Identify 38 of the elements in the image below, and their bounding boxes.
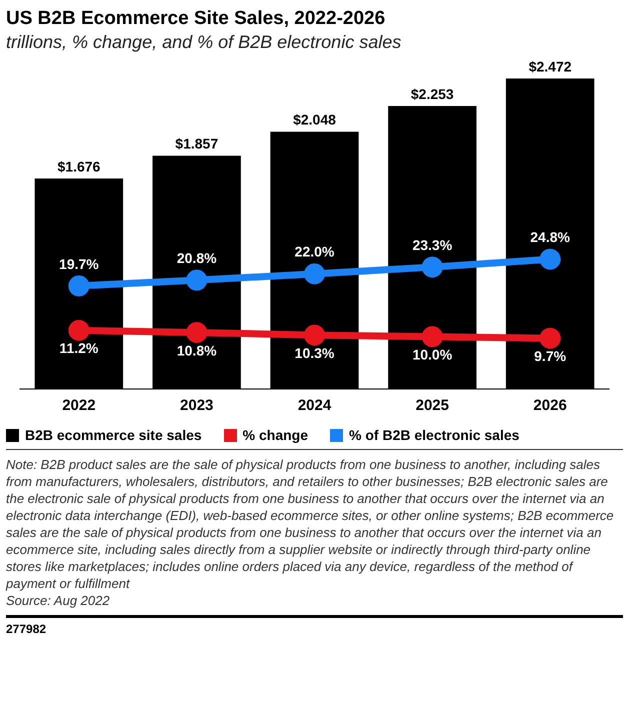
text: 277982 (6, 615, 623, 636)
x-tick-label: 2025 (416, 397, 449, 414)
point (540, 328, 561, 349)
point (422, 256, 443, 278)
data-label: $2.472 (528, 58, 572, 74)
chart-subtitle: trillions, % change, and % of B2B electronic sales (6, 32, 402, 53)
data-label: 23.3% (412, 236, 453, 253)
data-label: 22.0% (294, 244, 335, 260)
data-label: 9.7% (534, 348, 567, 364)
data-label: 24.8% (530, 229, 570, 246)
x-tick-label: 2023 (180, 397, 214, 414)
x-tick-label: 2026 (533, 397, 567, 414)
text: Note: B2B product sales are the sale of physical products from one business to another, including sales from manufacturers, wholesalers, distributors, and retailers to other businesses; B2B electronic sales are the electronic sale of physical products from one business to another that occurs over the internet via an electronic data interchange (EDI), web-based ecommerce sites, or other online systems; B2B ecommerce sales are the sale of physical products from one business to another that occurs over the internet via an ecommerce site, including sales directly from a supplier website or indirectly through third-party online stores like marketplaces; includes online orders placed via any device, regardless of the method of payment or fulfillment (6, 456, 615, 592)
chart-title: US B2B Ecommerce Site Sales, 2022-2026 (6, 8, 386, 30)
data-label: $2.048 (293, 112, 336, 128)
legend-label: % of B2B electronic sales (348, 427, 520, 443)
x-tick-label: 2022 (62, 397, 96, 414)
data-label: $1.857 (175, 136, 218, 152)
point (304, 324, 325, 346)
point (304, 263, 325, 284)
point (186, 322, 208, 343)
legend-label: % change (242, 427, 308, 443)
data-label: 10.0% (412, 346, 453, 363)
x-tick-label: 2024 (298, 397, 332, 414)
point (68, 320, 90, 341)
data-label: 10.8% (176, 342, 218, 358)
point (540, 248, 561, 270)
source-note: Source: Aug 2022 (6, 592, 111, 609)
data-label: $2.253 (410, 86, 454, 102)
data-label: 20.8% (176, 250, 218, 266)
point (186, 270, 208, 291)
data-label: 10.3% (294, 344, 335, 361)
data-label: 11.2% (59, 340, 99, 356)
data-label: 19.7% (59, 256, 100, 272)
data-label: $1.676 (57, 158, 101, 174)
point (68, 275, 90, 296)
point (422, 326, 443, 348)
legend-label: B2B ecommerce site sales (24, 427, 202, 443)
